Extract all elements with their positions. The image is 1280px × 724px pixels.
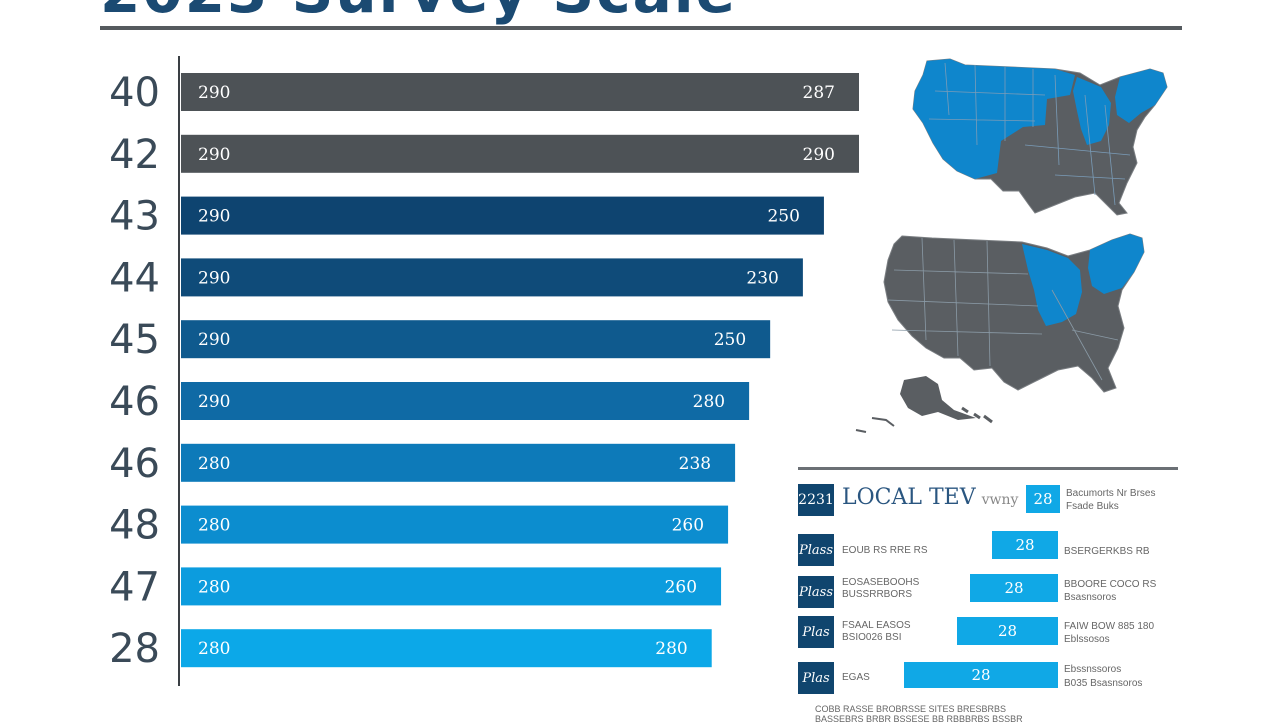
- bar-2: [181, 134, 859, 173]
- page-title: 2023 Survey Scale: [100, 0, 737, 22]
- legend-icon-5: Plas: [798, 662, 834, 694]
- bar-value-label: 260: [672, 516, 704, 536]
- us-map-bottom: [855, 233, 1145, 433]
- legend-pill-1: 28: [1026, 485, 1060, 513]
- map-top-west-highlight: [913, 59, 1075, 179]
- bar-category-label: 43: [109, 194, 160, 240]
- bar-value-label: 250: [714, 330, 746, 350]
- bar-inner-left-label: 290: [198, 392, 230, 412]
- bar-inner-left-label: 290: [198, 207, 230, 227]
- bar-7: [181, 443, 736, 482]
- bar-value-label: 260: [665, 577, 697, 597]
- legend-note-5a: Ebssnssoros: [1064, 664, 1122, 675]
- map-top-northeast-highlight: [1115, 69, 1167, 123]
- bar-9: [181, 567, 722, 606]
- bar-category-label: 28: [109, 626, 160, 672]
- us-map-top: [912, 58, 1168, 216]
- bar-category-label: 46: [109, 379, 160, 425]
- legend-title: LOCAL TEV vwny: [842, 485, 1019, 510]
- legend-icon-3: Plass: [798, 576, 834, 608]
- legend-note-4a: FAIW BOW 885 180: [1064, 621, 1155, 632]
- legend-note-4b: Eblssosos: [1064, 634, 1110, 645]
- bar-category-label: 47: [109, 564, 160, 610]
- bar-4: [181, 258, 803, 297]
- legend-pill-2: 28: [992, 531, 1058, 559]
- legend-footnote: COBB RASSE BROBRSSE SITES BRESBRBS BASSE…: [815, 704, 1023, 724]
- bar-value-label: 250: [767, 207, 799, 227]
- bar-3: [181, 196, 824, 235]
- legend-pill-4: 28: [957, 617, 1058, 645]
- bar-5: [181, 320, 771, 359]
- legend-footnote-line-1: COBB RASSE BROBRSSE SITES BRESBRBS: [815, 704, 1007, 714]
- bar-category-label: 44: [109, 255, 160, 301]
- bar-value-label: 230: [746, 268, 778, 288]
- hawaii-islands: [961, 406, 993, 424]
- legend-pill-3: 28: [970, 574, 1058, 602]
- bar-inner-left-label: 280: [198, 516, 230, 536]
- title-divider: [100, 26, 1182, 30]
- bar-category-label: 40: [109, 70, 160, 116]
- bar-1: [181, 73, 859, 111]
- legend-icon-2: Plass: [798, 534, 834, 566]
- legend-pill-5: 28: [904, 662, 1058, 688]
- legend-divider: [798, 467, 1178, 470]
- bar-inner-left-label: 290: [198, 330, 230, 350]
- bar-inner-left-label: 280: [198, 577, 230, 597]
- bar-inner-left-label: 280: [198, 454, 230, 474]
- bar-value-label: 280: [655, 639, 687, 659]
- horizontal-bar-chart: 40 290 287 42 290 290 43 290 250 44 290 230 45 290 250…: [109, 56, 859, 686]
- bar-category-label: 48: [109, 503, 160, 549]
- bar-6: [181, 382, 750, 420]
- bar-inner-left-label: 280: [198, 639, 230, 659]
- legend-note-1b: Fsade Buks: [1066, 501, 1119, 512]
- legend-desc-4: FSAAL EASOS BSIO026 BSI: [842, 620, 911, 643]
- bar-inner-left-label: 290: [198, 145, 230, 165]
- alaska-chain: [855, 417, 895, 433]
- bar-category-label: 46: [109, 441, 160, 487]
- legend-icon-4: Plas: [798, 616, 834, 648]
- map-bottom-northeast-highlight: [1088, 234, 1144, 294]
- map-bottom-midwest-highlight: [1022, 244, 1082, 326]
- bar-value-label: 238: [679, 454, 711, 474]
- legend-desc-5: EGAS: [842, 672, 870, 683]
- legend-note-3b: Bsasnsoros: [1064, 592, 1117, 603]
- bar-category-label: 45: [109, 317, 160, 363]
- legend-desc-3: EOSASEBOOHS BUSSRRBORS: [842, 577, 920, 600]
- bar-value-label: 290: [803, 145, 835, 165]
- bar-inner-left-label: 290: [198, 268, 230, 288]
- legend-footnote-line-2: BASSEBRS BRBR BSSESE BB RBBBRBS BSSBR: [815, 714, 1023, 724]
- legend-desc-2: EOUB RS RRE RS: [842, 545, 928, 556]
- legend-note-1a: Bacumorts Nr Brses: [1066, 488, 1156, 499]
- map-top-greatlakes-highlight: [1073, 77, 1111, 145]
- legend-header-square: 2231: [798, 484, 834, 516]
- bar-10: [181, 629, 712, 668]
- bar-8: [181, 505, 729, 544]
- alaska-shape: [900, 376, 976, 420]
- bar-value-label: 287: [803, 83, 835, 103]
- legend-note-3a: BBOORE COCO RS: [1064, 579, 1157, 590]
- bar-value-label: 280: [693, 392, 725, 412]
- bar-category-label: 42: [109, 132, 160, 178]
- legend-note-2a: BSERGERKBS RB: [1064, 546, 1150, 557]
- legend-note-5b: B035 Bsasnsoros: [1064, 678, 1143, 689]
- bar-inner-left-label: 290: [198, 83, 230, 103]
